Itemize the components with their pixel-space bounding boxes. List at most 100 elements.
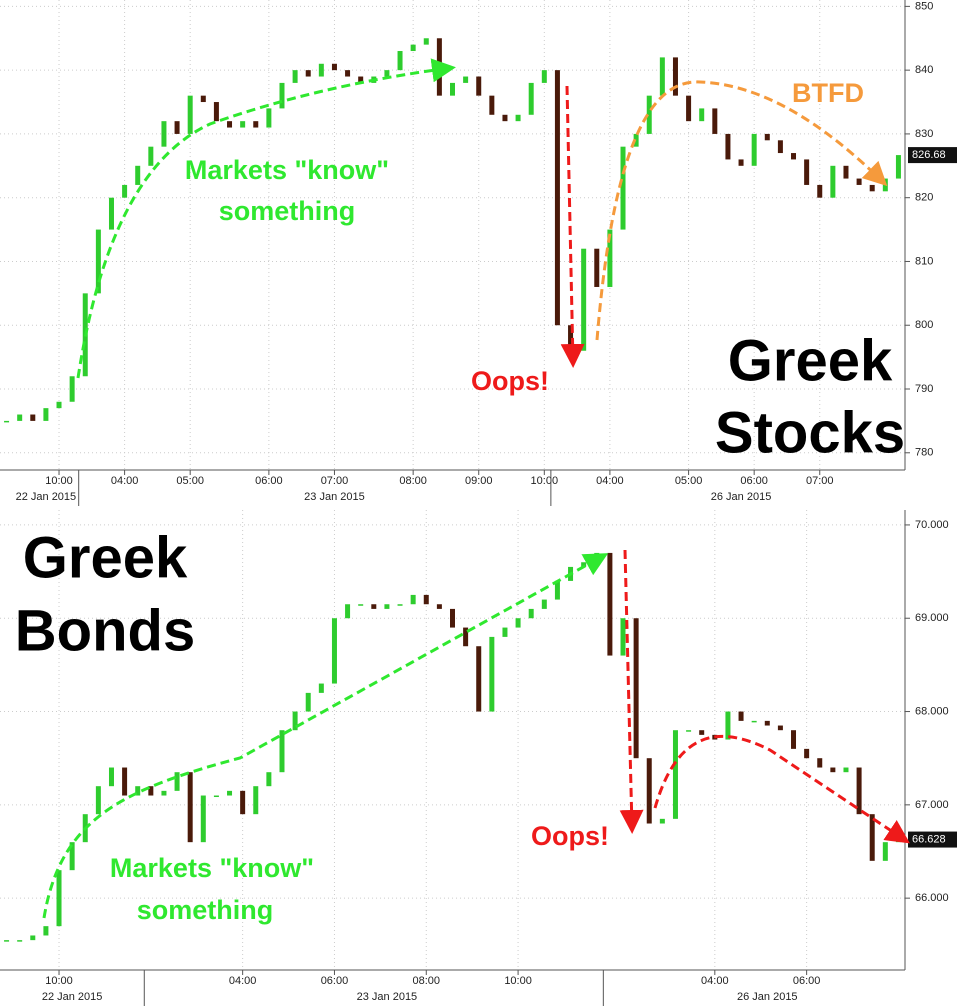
candle [764,720,770,726]
candle [725,133,731,160]
candle [515,618,521,628]
candle [594,248,600,287]
x-tick-label: 04:00 [701,975,729,987]
y-tick-label: 820 [915,192,933,204]
candle [646,758,652,824]
x-date-label: 22 Jan 2015 [16,491,77,503]
x-tick-label: 04:00 [596,475,624,487]
candle [69,842,75,871]
candle [108,767,114,787]
candle [489,636,495,712]
candle [817,758,823,768]
candle [95,229,101,294]
candle [69,376,75,402]
candle [646,95,652,134]
y-tick-label: 780 [915,447,933,459]
annotation: something [137,895,274,925]
x-tick-label: 09:00 [465,475,493,487]
candle [423,38,429,45]
y-tick-label: 69.000 [915,612,949,624]
arrow [619,549,644,834]
candle [450,82,455,96]
annotation: something [219,196,356,226]
x-tick-label: 08:00 [399,475,427,487]
last-value-label: 826.68 [912,149,946,161]
annotation: BTFD [792,78,864,108]
candle [476,646,482,712]
candle [358,76,364,83]
candle [699,108,705,122]
candle [436,38,442,96]
y-tick-label: 66.000 [915,892,949,904]
candle [4,940,10,942]
x-date-label: 26 Jan 2015 [737,991,798,1003]
candle [161,121,167,147]
annotation: Markets "know" [110,853,314,883]
candle [712,108,718,134]
candle [423,594,429,605]
candle [817,184,823,198]
candle [764,133,770,141]
candle [502,114,508,122]
x-tick-label: 05:00 [176,475,204,487]
candle [620,618,626,656]
candle [869,184,875,192]
candle [397,604,403,606]
candle [895,155,901,179]
y-tick-label: 850 [915,0,933,12]
candle [371,604,377,609]
x-tick-label: 06:00 [321,975,349,987]
candle [528,608,534,619]
candle [174,121,180,134]
x-date-label: 22 Jan 2015 [42,991,103,1003]
candle [751,133,757,166]
candle [358,604,364,606]
candle [450,608,455,628]
x-date-label: 23 Jan 2015 [304,491,365,503]
candle [266,108,272,128]
candle [384,70,390,77]
candle [738,711,744,721]
candle [200,795,206,843]
candle [279,82,285,109]
candle [410,44,416,52]
y-tick-label: 70.000 [915,519,949,531]
candle [345,604,351,619]
candle [607,229,613,287]
candle [161,790,167,796]
chart-title: Greek [728,328,893,393]
y-tick-label: 810 [915,255,933,267]
y-tick-label: 790 [915,383,933,395]
candle [292,70,298,83]
x-tick-label: 05:00 [675,475,703,487]
arrow [42,553,609,919]
candle [659,818,665,824]
candle [830,165,836,198]
candle [318,683,324,693]
candle [397,51,403,71]
candle [856,767,862,815]
candle [135,786,141,796]
candle [581,248,587,351]
arrow [595,80,888,341]
candle [869,814,875,861]
candle [227,121,233,128]
x-tick-label: 06:00 [740,475,768,487]
candle [528,82,534,115]
annotation: Oops! [471,366,549,396]
candle [882,842,888,861]
candle [56,401,62,409]
y-tick-label: 800 [915,319,933,331]
candle [620,146,626,230]
candle [279,730,285,773]
candle [43,408,49,421]
candle [699,730,705,735]
candle [148,786,154,796]
x-tick-label: 10:00 [45,475,73,487]
candle [253,121,259,128]
candle [122,767,128,796]
x-tick-label: 06:00 [793,975,821,987]
y-tick-label: 67.000 [915,799,949,811]
candle [331,63,337,71]
candle [502,627,508,637]
